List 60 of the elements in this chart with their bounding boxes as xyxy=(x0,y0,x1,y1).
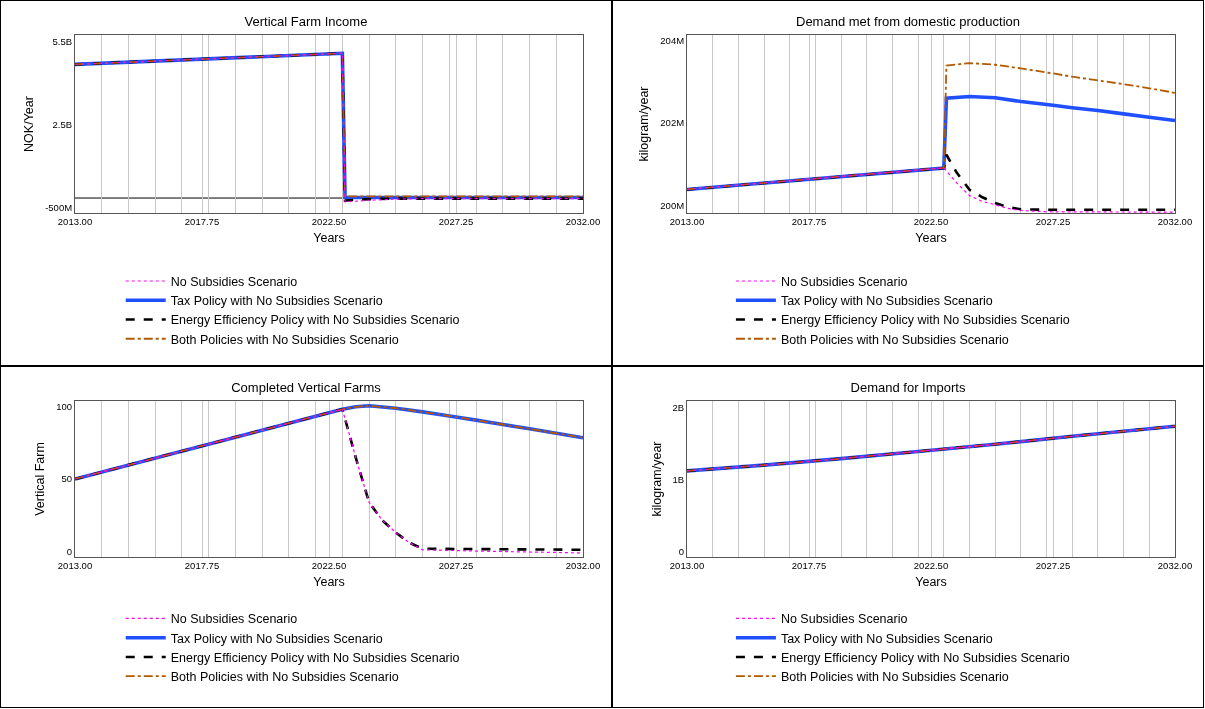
x-axis-title: Years xyxy=(313,230,345,245)
x-tick-label: 2022.50 xyxy=(311,216,347,228)
legend-label: Both Policies with No Subsidies Scenario xyxy=(170,332,399,347)
legend-label: No Subsidies Scenario xyxy=(780,612,908,627)
legend-label: Tax Policy with No Subsidies Scenario xyxy=(780,294,993,309)
chart-title: Demand met from domestic production xyxy=(796,13,1020,29)
legend-label: Tax Policy with No Subsidies Scenario xyxy=(780,631,993,646)
x-axis-title: Years xyxy=(313,574,345,589)
y-tick-label: 0 xyxy=(66,545,73,557)
x-tick-label: 2013.00 xyxy=(669,560,705,572)
legend-label: Both Policies with No Subsidies Scenario xyxy=(170,670,399,685)
y-tick-label: 0 xyxy=(678,545,685,557)
x-tick-label: 2032.00 xyxy=(565,216,601,228)
legend-label: No Subsidies Scenario xyxy=(780,274,908,289)
x-tick-label: 2022.50 xyxy=(913,560,949,572)
y-axis-title: NOK/Year xyxy=(22,96,37,152)
legend-label: Energy Efficiency Policy with No Subsidies Scenario xyxy=(780,313,1070,328)
legend-label: Both Policies with No Subsidies Scenario xyxy=(780,332,1009,347)
chart-title: Demand for Imports xyxy=(850,379,966,395)
y-tick-label: 204M xyxy=(660,34,685,46)
y-axis-title: kilogram/year xyxy=(637,86,652,162)
y-axis-title: kilogram/year xyxy=(649,441,664,517)
x-tick-label: 2013.00 xyxy=(57,560,93,572)
x-tick-label: 2032.00 xyxy=(1157,216,1193,228)
legend-label: Tax Policy with No Subsidies Scenario xyxy=(170,294,383,309)
legend-label: Energy Efficiency Policy with No Subsidies Scenario xyxy=(780,650,1070,665)
x-tick-label: 2017.75 xyxy=(184,560,220,572)
y-tick-label: 200M xyxy=(660,199,685,211)
x-tick-label: 2027.25 xyxy=(438,560,474,572)
chart-title: Completed Vertical Farms xyxy=(231,379,382,395)
legend-label: Both Policies with No Subsidies Scenario xyxy=(780,670,1009,685)
legend-label: No Subsidies Scenario xyxy=(170,274,298,289)
x-tick-label: 2022.50 xyxy=(913,216,949,228)
y-tick-label: 1B xyxy=(672,473,685,485)
legend-label: No Subsidies Scenario xyxy=(170,612,298,627)
x-tick-label: 2013.00 xyxy=(669,216,705,228)
x-tick-label: 2027.25 xyxy=(438,216,474,228)
x-tick-label: 2017.75 xyxy=(791,216,827,228)
y-axis-title: Vertical Farm xyxy=(33,442,48,516)
chart-title: Vertical Farm Income xyxy=(244,13,368,29)
x-tick-label: 2022.50 xyxy=(311,560,347,572)
y-tick-label: 2.5B xyxy=(52,118,73,130)
x-tick-label: 2027.25 xyxy=(1035,560,1071,572)
x-tick-label: 2013.00 xyxy=(57,216,93,228)
y-tick-label: -500M xyxy=(45,202,73,214)
y-tick-label: 100 xyxy=(56,400,73,412)
legend-label: Energy Efficiency Policy with No Subsidies Scenario xyxy=(170,650,460,665)
x-axis-title: Years xyxy=(915,230,947,245)
y-tick-label: 50 xyxy=(61,473,73,485)
y-tick-label: 202M xyxy=(660,117,685,129)
legend-label: Energy Efficiency Policy with No Subsidies Scenario xyxy=(170,313,460,328)
y-tick-label: 5.5B xyxy=(52,35,73,47)
y-tick-label: 2B xyxy=(672,401,685,413)
x-tick-label: 2017.75 xyxy=(184,216,220,228)
x-tick-label: 2017.75 xyxy=(791,560,827,572)
x-tick-label: 2027.25 xyxy=(1035,216,1071,228)
x-axis-title: Years xyxy=(915,574,947,589)
x-tick-label: 2032.00 xyxy=(565,560,601,572)
x-tick-label: 2032.00 xyxy=(1157,560,1193,572)
legend-label: Tax Policy with No Subsidies Scenario xyxy=(170,631,383,646)
